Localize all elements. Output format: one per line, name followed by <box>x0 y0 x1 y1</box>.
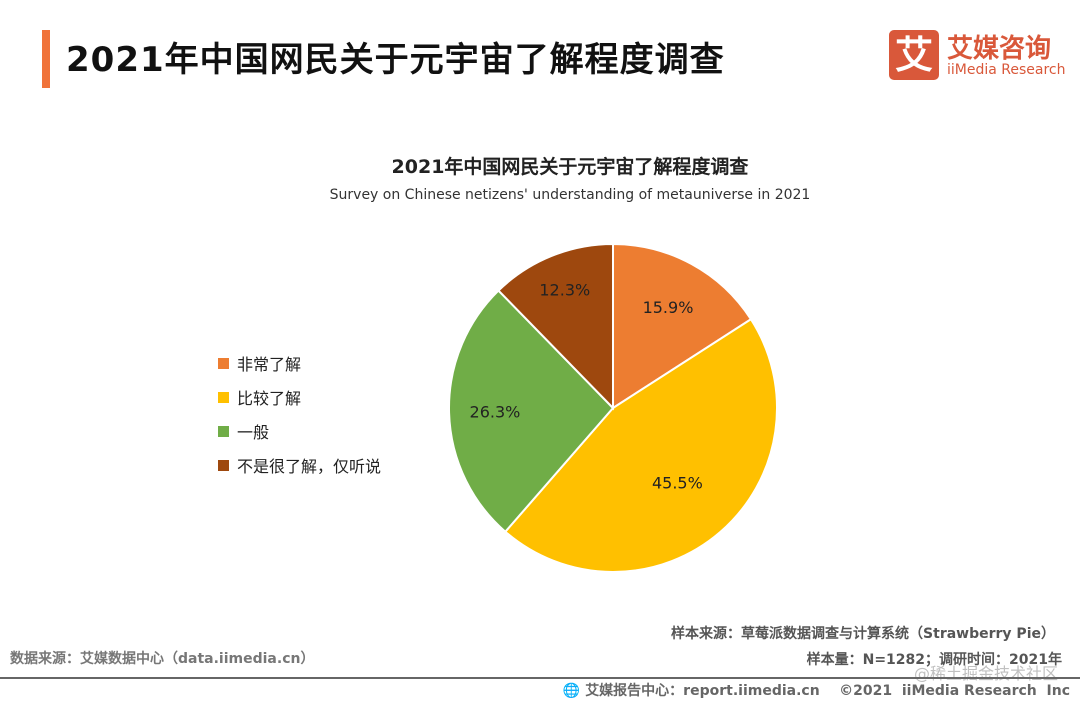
pie-slice <box>503 317 778 573</box>
legend-label: 一般 <box>237 423 270 442</box>
pie-slice <box>448 289 615 534</box>
footer-divider <box>0 677 1080 679</box>
legend-item: 比较了解 <box>218 380 381 414</box>
sample-size: 样本量：N=1282；调研时间：2021年 <box>806 652 1062 668</box>
chart-title: 2021年中国网民关于元宇宙了解程度调查 <box>391 156 749 178</box>
legend-item: 不是很了解，仅听说 <box>218 448 381 482</box>
logo-cn: 艾媒咨询 <box>947 34 1052 64</box>
globe-icon: 🌐 <box>562 683 581 699</box>
iimedia-logo: 艾 艾媒咨询 iiMedia Research <box>889 30 1066 82</box>
legend-item: 非常了解 <box>218 346 381 380</box>
sample-source: 样本来源：草莓派数据调查与计算系统（Strawberry Pie） <box>671 626 1055 642</box>
legend: 非常了解比较了解一般不是很了解，仅听说 <box>218 346 381 482</box>
logo-en: iiMedia Research <box>947 62 1066 78</box>
legend-swatch <box>218 425 229 437</box>
title-accent-bar <box>42 30 50 88</box>
page-title: 2021年中国网民关于元宇宙了解程度调查 <box>66 40 725 80</box>
legend-swatch <box>218 459 229 471</box>
data-label: 15.9% <box>643 298 694 317</box>
legend-label: 非常了解 <box>237 355 302 374</box>
legend-label: 比较了解 <box>237 389 302 408</box>
legend-swatch <box>218 357 229 369</box>
data-label: 12.3% <box>539 281 590 300</box>
logo-mark: 艾 <box>889 30 939 80</box>
legend-label: 不是很了解，仅听说 <box>237 457 382 476</box>
data-label: 26.3% <box>470 402 521 421</box>
pie-slice <box>612 242 753 410</box>
data-source: 数据来源：艾媒数据中心（data.iimedia.cn） <box>10 651 315 667</box>
data-label: 45.5% <box>652 473 703 492</box>
chart-subtitle: Survey on Chinese netizens' understandin… <box>329 187 811 203</box>
pie-slice <box>497 242 614 411</box>
report-footer: 🌐 艾媒报告中心：report.iimedia.cn ©2021 iiMedia… <box>563 680 1070 700</box>
legend-item: 一般 <box>218 414 381 448</box>
legend-swatch <box>218 391 229 403</box>
report-text: 艾媒报告中心：report.iimedia.cn ©2021 iiMedia R… <box>585 683 1070 699</box>
